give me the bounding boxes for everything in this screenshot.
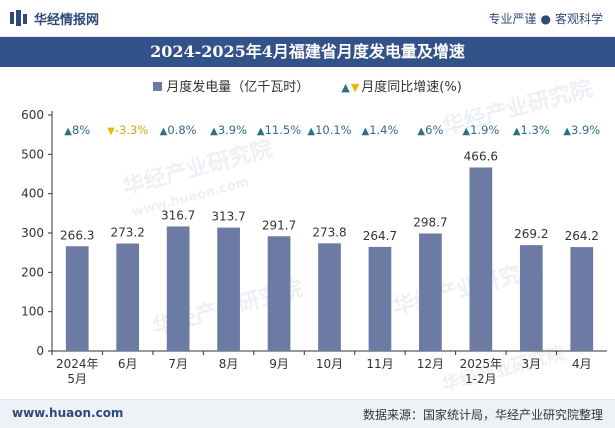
growth-rate-label: ▲0.8% xyxy=(160,123,197,137)
up-triangle-icon: ▲ xyxy=(64,126,72,137)
footer: www.huaon.com 数据来源：国家统计局，华经产业研究院整理 xyxy=(0,399,615,428)
up-triangle-icon: ▲ xyxy=(307,126,315,137)
growth-rate-label: ▲10.1% xyxy=(307,123,351,137)
y-tick-label: 300 xyxy=(21,226,44,240)
up-triangle-icon: ▲ xyxy=(462,126,470,137)
x-tick-label: 10月 xyxy=(316,357,343,371)
growth-rate-value: 1.9% xyxy=(470,123,499,137)
bar xyxy=(65,246,89,351)
bar-value-label: 273.8 xyxy=(312,225,346,239)
growth-rate-label: ▲3.9% xyxy=(563,123,600,137)
bar-value-label: 273.2 xyxy=(111,226,145,240)
y-tick-label: 100 xyxy=(21,305,44,319)
up-triangle-icon: ▲ xyxy=(513,126,521,137)
bar xyxy=(318,243,341,351)
legend-item-bar: 月度发电量（亿千瓦时） xyxy=(153,76,309,95)
x-tick-label: 9月 xyxy=(269,357,289,371)
bar xyxy=(116,243,140,351)
legend-bar-swatch-icon xyxy=(153,82,163,91)
x-tick-label: 11月 xyxy=(366,357,393,371)
bar-value-label: 466.6 xyxy=(464,149,498,163)
growth-rate-value: 6% xyxy=(425,123,443,137)
up-triangle-icon: ▲ xyxy=(417,126,425,137)
legend-growth-label: 月度同比增速(%) xyxy=(361,80,462,95)
x-tick-label: 8月 xyxy=(219,357,239,371)
growth-rate-value: 3.9% xyxy=(571,123,600,137)
bar-value-label: 264.7 xyxy=(363,229,397,243)
legend-item-growth: ▲▼ 月度同比增速(%) xyxy=(341,76,461,95)
growth-rate-value: 11.5% xyxy=(265,123,302,137)
growth-rate-label: ▲11.5% xyxy=(257,123,301,137)
growth-rate-value: 3.9% xyxy=(218,123,247,137)
growth-rate-label: ▲1.4% xyxy=(361,123,398,137)
footer-url[interactable]: www.huaon.com xyxy=(12,406,124,420)
tagline: 专业严谨 ● 客观科学 xyxy=(488,10,603,27)
y-tick-label: 200 xyxy=(21,265,44,279)
bar xyxy=(166,226,190,351)
bar xyxy=(217,227,240,351)
growth-rate-label: ▲1.3% xyxy=(513,123,550,137)
bar-value-label: 313.7 xyxy=(211,210,245,224)
growth-rate-value: 10.1% xyxy=(315,123,352,137)
growth-rate-value: 8% xyxy=(72,123,90,137)
chart-legend: 月度发电量（亿千瓦时） ▲▼ 月度同比增速(%) xyxy=(0,76,615,95)
growth-rate-label: ▲3.9% xyxy=(210,123,247,137)
x-tick-label: 6月 xyxy=(118,357,138,371)
up-triangle-icon: ▲ xyxy=(361,126,369,137)
bar xyxy=(368,246,392,351)
legend-up-triangle-icon: ▲ xyxy=(341,81,350,94)
bar-value-label: 264.2 xyxy=(565,229,599,243)
bar-value-label: 298.7 xyxy=(413,216,447,230)
y-tick-label: 400 xyxy=(21,187,44,201)
up-triangle-icon: ▲ xyxy=(257,126,265,137)
logo-icon xyxy=(10,10,27,26)
growth-rate-value: 0.8% xyxy=(167,123,196,137)
bar xyxy=(469,167,493,351)
growth-rate-label: ▼-3.3% xyxy=(107,123,148,137)
bar-value-label: 316.7 xyxy=(161,208,195,222)
bar xyxy=(519,245,543,351)
bar-value-label: 266.3 xyxy=(60,228,94,242)
y-tick-label: 500 xyxy=(21,147,44,161)
up-triangle-icon: ▲ xyxy=(160,126,168,137)
bar xyxy=(419,233,442,351)
legend-down-triangle-icon: ▼ xyxy=(350,81,360,94)
brand-name: 华经情报网 xyxy=(34,13,100,28)
growth-rate-label: ▲6% xyxy=(417,123,443,137)
x-tick-label: 7月 xyxy=(168,357,188,371)
chart-title: 2024-2025年4月福建省月度发电量及增速 xyxy=(0,37,615,67)
growth-rate-value: 1.3% xyxy=(521,123,550,137)
up-triangle-icon: ▲ xyxy=(210,126,218,137)
y-tick-label: 600 xyxy=(21,108,44,122)
legend-bar-label: 月度发电量（亿千瓦时） xyxy=(166,80,310,95)
bar-value-label: 291.7 xyxy=(262,218,296,232)
x-tick-label: 12月 xyxy=(417,357,444,371)
y-tick-label: 0 xyxy=(36,344,44,358)
bar-value-label: 269.2 xyxy=(514,227,548,241)
up-triangle-icon: ▲ xyxy=(563,126,571,137)
top-bar: 华经情报网 专业严谨 ● 客观科学 xyxy=(0,0,615,37)
x-tick-label: 3月 xyxy=(521,357,541,371)
tagline-dot-icon: ● xyxy=(540,12,551,26)
growth-rate-value: 1.4% xyxy=(369,123,398,137)
tagline-right: 客观科学 xyxy=(554,12,603,26)
growth-rate-label: ▲8% xyxy=(64,123,90,137)
x-tick-label: 4月 xyxy=(572,357,592,371)
tagline-left: 专业严谨 xyxy=(488,12,537,26)
bar xyxy=(570,247,594,351)
footer-source: 数据来源：国家统计局，华经产业研究院整理 xyxy=(362,408,603,422)
growth-rate-value: -3.3% xyxy=(115,123,148,137)
x-tick-label: 2024年 5月 xyxy=(56,357,99,386)
down-triangle-icon: ▼ xyxy=(107,126,115,137)
growth-rate-label: ▲1.9% xyxy=(462,123,499,137)
x-tick-label: 2025年 1-2月 xyxy=(460,357,503,386)
bar xyxy=(267,236,291,351)
